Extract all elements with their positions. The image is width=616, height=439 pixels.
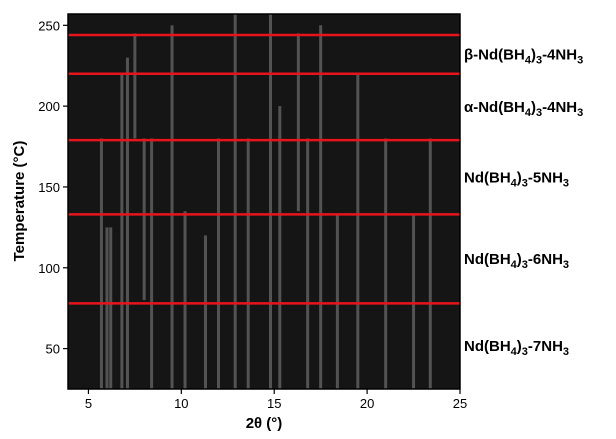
diffraction-streak — [384, 138, 388, 389]
y-tick-label: 100 — [38, 261, 60, 276]
diffraction-streak — [233, 14, 237, 389]
diffraction-streak — [183, 211, 187, 389]
x-tick-label: 15 — [267, 396, 281, 411]
plot-background — [68, 14, 460, 389]
phase-label: β-Nd(BH4)3-4NH3 — [464, 46, 583, 66]
diffraction-streak — [150, 138, 154, 389]
diffraction-streak — [278, 106, 282, 389]
y-tick-label: 150 — [38, 180, 60, 195]
x-axis-title: 2θ (°) — [246, 415, 283, 432]
diffraction-streak — [319, 25, 323, 389]
diffraction-streak — [269, 14, 273, 389]
plot-area — [68, 14, 460, 389]
x-tick-label: 25 — [453, 396, 467, 411]
diffraction-streak — [428, 138, 432, 389]
diffraction-streak — [109, 227, 113, 389]
diffraction-streak — [133, 33, 137, 139]
diffraction-streak — [203, 235, 207, 389]
diffraction-streak — [335, 214, 339, 389]
diffraction-streak — [356, 73, 360, 389]
y-tick-label: 50 — [46, 342, 60, 357]
y-axis-title: Temperature (°C) — [11, 141, 28, 262]
phase-label: α-Nd(BH4)3-4NH3 — [464, 99, 583, 119]
diffraction-streak — [170, 25, 174, 389]
x-tick-label: 5 — [85, 396, 92, 411]
x-tick-label: 10 — [174, 396, 188, 411]
diffraction-streak — [306, 138, 310, 389]
phase-label: Nd(BH4)3-6NH3 — [464, 251, 569, 271]
diffraction-streak — [142, 138, 146, 301]
diffraction-streak — [246, 138, 250, 389]
x-tick-label: 20 — [360, 396, 374, 411]
diffraction-streak — [216, 138, 220, 389]
y-tick-label: 250 — [38, 18, 60, 33]
diffraction-streak — [125, 57, 129, 389]
phase-label: Nd(BH4)3-7NH3 — [464, 338, 569, 358]
phase-label: Nd(BH4)3-5NH3 — [464, 169, 569, 189]
diffraction-streak — [105, 227, 109, 389]
diffraction-streak — [296, 33, 300, 212]
plot-frame — [67, 13, 461, 390]
diffraction-streak — [99, 138, 103, 389]
y-tick-label: 200 — [38, 99, 60, 114]
diffraction-streak — [120, 73, 124, 389]
diffraction-streak — [412, 214, 416, 389]
